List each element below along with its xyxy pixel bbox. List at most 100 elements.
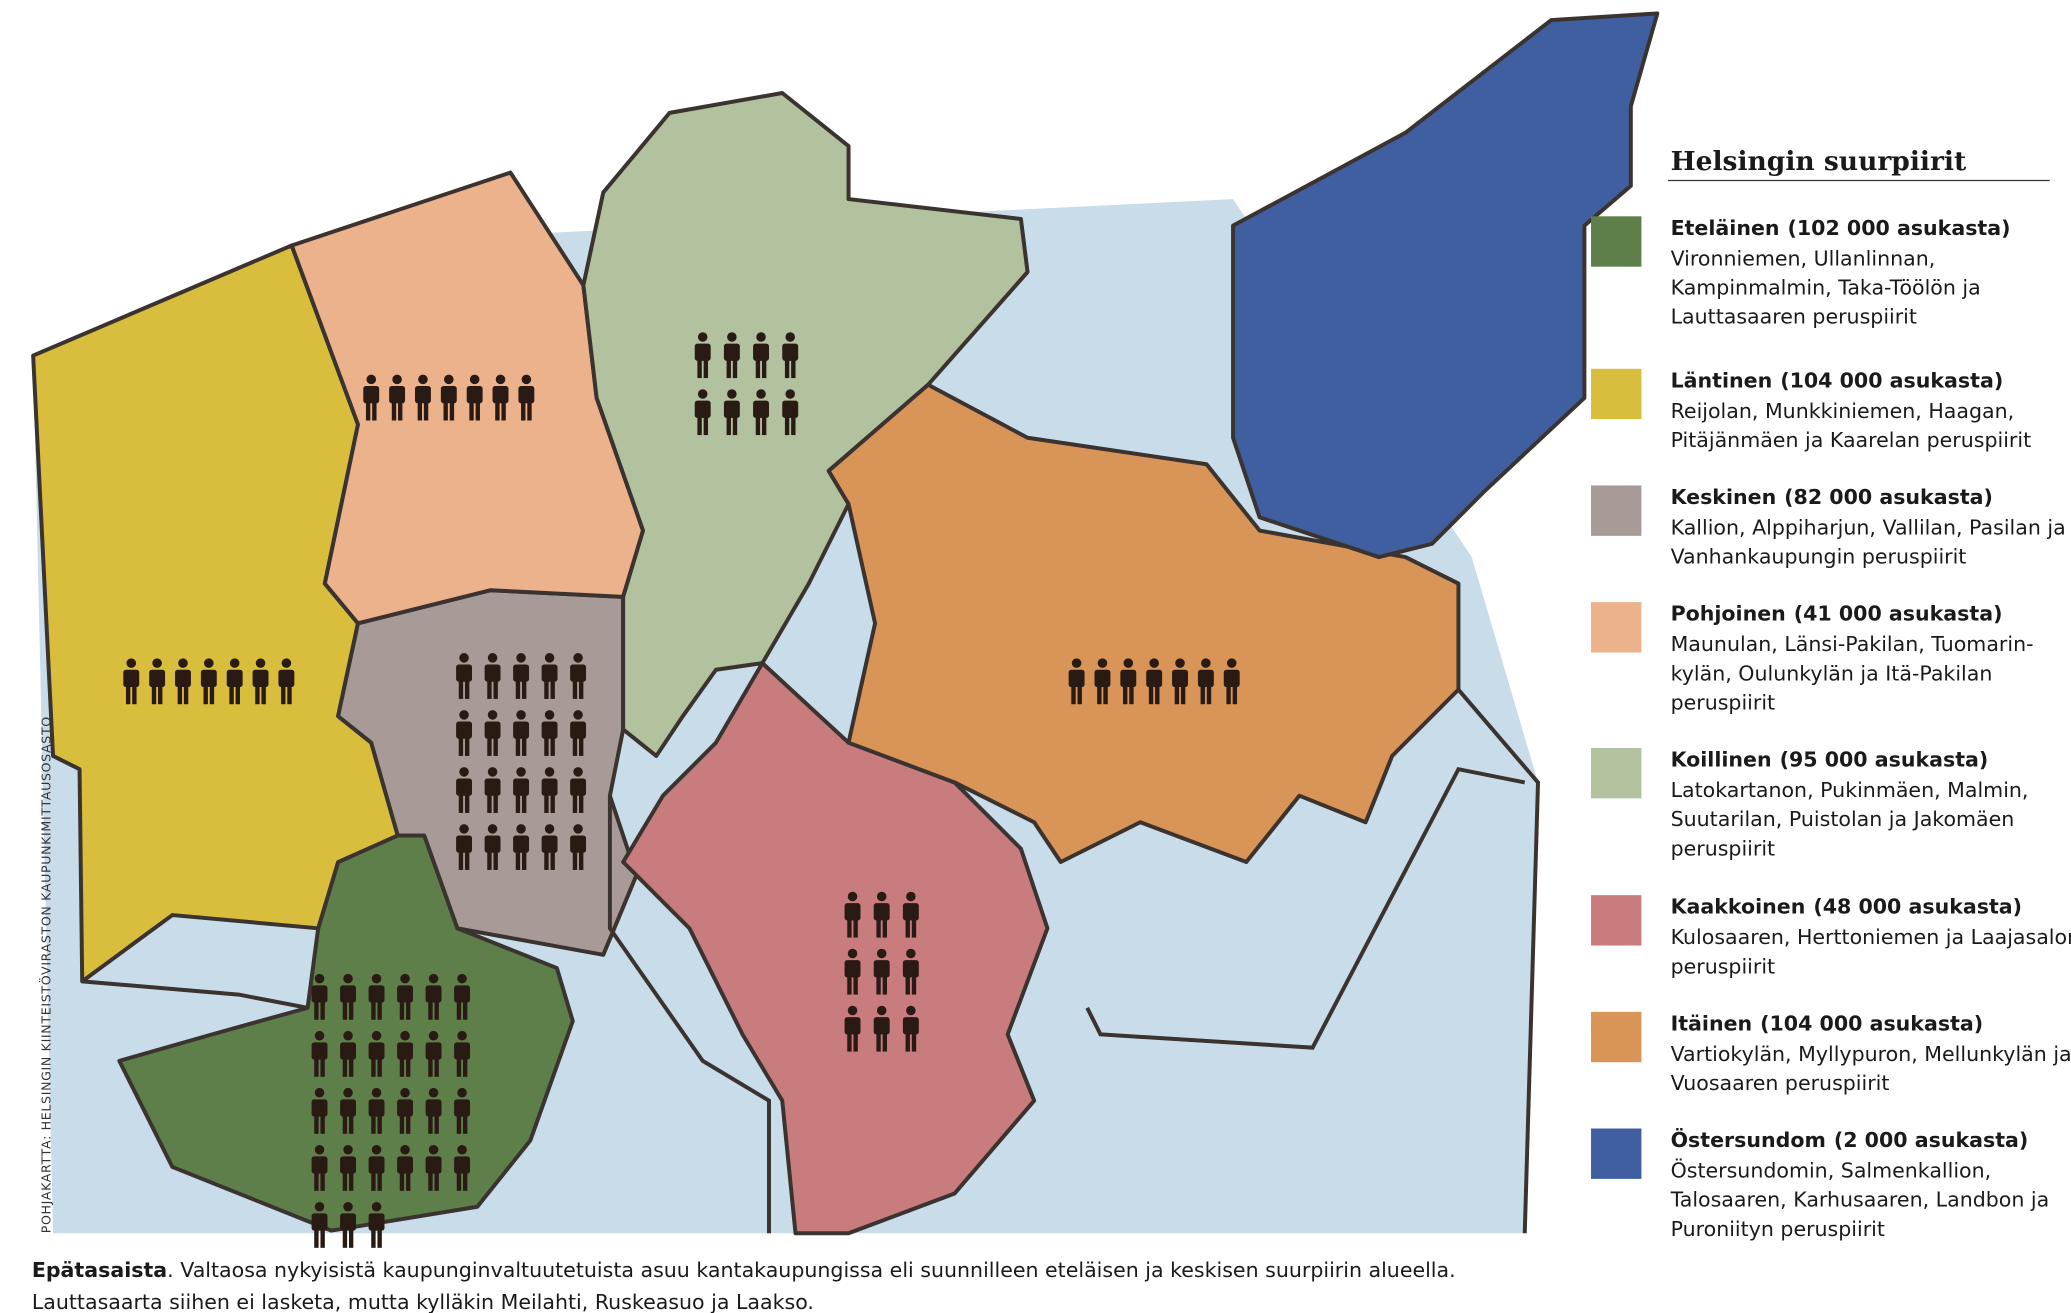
legend-heading: Koillinen (95 000 asukasta): [1671, 748, 1989, 772]
icon-leg: [371, 1058, 376, 1077]
icon-leg: [911, 919, 917, 938]
person-icon: [340, 973, 356, 1020]
icon-leg: [726, 359, 731, 379]
icon-leg: [761, 416, 767, 436]
icon-head: [281, 658, 292, 668]
icon-leg: [417, 401, 423, 421]
person-icon: [1197, 658, 1214, 705]
icon-body: [311, 1213, 328, 1231]
icon-body: [541, 664, 558, 682]
icon-leg: [876, 976, 881, 995]
icon-leg: [158, 685, 163, 705]
icon-leg: [853, 919, 858, 938]
legend-description: Reijolan, Munkkiniemen, Haagan,: [1671, 399, 2015, 423]
icon-leg: [428, 1172, 433, 1191]
person-icon: [414, 374, 431, 421]
legend-description: Kampinmalmin, Taka-Töölön ja: [1671, 276, 1981, 300]
person-icon: [844, 1005, 861, 1052]
icon-head: [255, 658, 266, 668]
icon-head: [516, 710, 526, 720]
person-icon: [694, 389, 711, 436]
person-icon: [570, 653, 587, 699]
icon-head: [906, 891, 916, 902]
icon-leg: [572, 794, 578, 813]
icon-body: [570, 835, 587, 853]
icon-leg: [399, 1001, 405, 1020]
person-icon: [123, 658, 140, 705]
icon-head: [1123, 658, 1134, 668]
person-icon: [425, 1087, 442, 1134]
icon-head: [400, 1087, 410, 1098]
person-icon: [873, 948, 890, 995]
legend-description: Vironniemen, Ullanlinnan,: [1671, 246, 1936, 270]
regions: [31, 11, 1660, 1236]
icon-head: [343, 1201, 353, 1212]
legend-heading: Eteläinen (102 000 asukasta): [1671, 216, 2011, 240]
person-icon: [425, 973, 442, 1020]
icon-leg: [464, 794, 470, 813]
person-icon: [753, 389, 770, 436]
caption-line: Epätasaista. Valtaosa nykyisistä kaupung…: [32, 1258, 1456, 1282]
person-icon: [340, 1144, 356, 1191]
icon-leg: [456, 1001, 462, 1020]
icon-leg: [544, 851, 549, 870]
person-icon: [149, 658, 166, 705]
person-icon: [200, 658, 217, 705]
legend-description: Pitäjänmäen ja Kaarelan peruspiirit: [1671, 428, 2032, 452]
legend-name: Läntinen: [1671, 368, 1773, 392]
icon-leg: [853, 976, 858, 995]
legend-swatch: [1591, 1011, 1642, 1063]
icon-head: [418, 374, 428, 385]
icon-leg: [1174, 685, 1180, 705]
icon-leg: [405, 1115, 411, 1134]
icon-leg: [428, 1058, 433, 1077]
icon-body: [844, 1017, 861, 1035]
icon-body: [397, 1099, 414, 1117]
person-icon: [175, 658, 191, 705]
icon-body: [123, 669, 140, 687]
region: [621, 661, 1050, 1236]
icon-body: [484, 664, 501, 682]
icon-head: [847, 891, 858, 902]
person-icon: [1120, 658, 1137, 705]
icon-body: [844, 903, 861, 921]
caption-line: Lauttasaarta siihen ei lasketa, mutta ky…: [32, 1290, 814, 1313]
source-credit: POHJAKARTTA: HELSINGIN KIINTEISTÖVIRASTO…: [37, 716, 53, 1233]
region: [826, 382, 1461, 864]
icon-body: [368, 985, 385, 1003]
icon-body: [454, 1042, 471, 1060]
icon-leg: [550, 680, 555, 699]
icon-body: [149, 669, 166, 687]
icon-body: [440, 386, 457, 404]
icon-body: [484, 835, 501, 853]
icon-body: [484, 778, 501, 796]
icon-head: [428, 1144, 439, 1155]
icon-leg: [544, 680, 549, 699]
person-icon: [1172, 658, 1188, 705]
icon-leg: [876, 919, 881, 938]
icon-head: [371, 1030, 382, 1041]
icon-body: [1120, 669, 1137, 687]
legend-swatch: [1591, 602, 1642, 653]
icon-leg: [462, 1001, 468, 1020]
legend-description: Kallion, Alppiharjun, Vallilan, Pasilan …: [1671, 516, 2066, 540]
legend-heading: Östersundom (2 000 asukasta): [1671, 1127, 2029, 1152]
icon-leg: [464, 851, 470, 870]
icon-body: [518, 386, 535, 404]
person-icon: [456, 653, 473, 699]
icon-body: [311, 1099, 328, 1117]
legend-heading: Itäinen (104 000 asukasta): [1671, 1011, 1984, 1035]
icon-body: [414, 386, 431, 404]
legend-description: Östersundomin, Salmenkallion,: [1671, 1158, 1992, 1183]
legend-population: (95 000 asukasta): [1780, 748, 1989, 772]
icon-body: [513, 664, 530, 682]
icon-leg: [320, 1001, 325, 1020]
icon-leg: [882, 976, 888, 995]
legend-swatch: [1591, 747, 1642, 799]
icon-leg: [905, 976, 910, 995]
person-icon: [397, 1144, 414, 1191]
icon-leg: [501, 401, 506, 421]
person-icon: [278, 658, 295, 705]
icon-body: [340, 1156, 356, 1174]
icon-leg: [261, 685, 266, 705]
